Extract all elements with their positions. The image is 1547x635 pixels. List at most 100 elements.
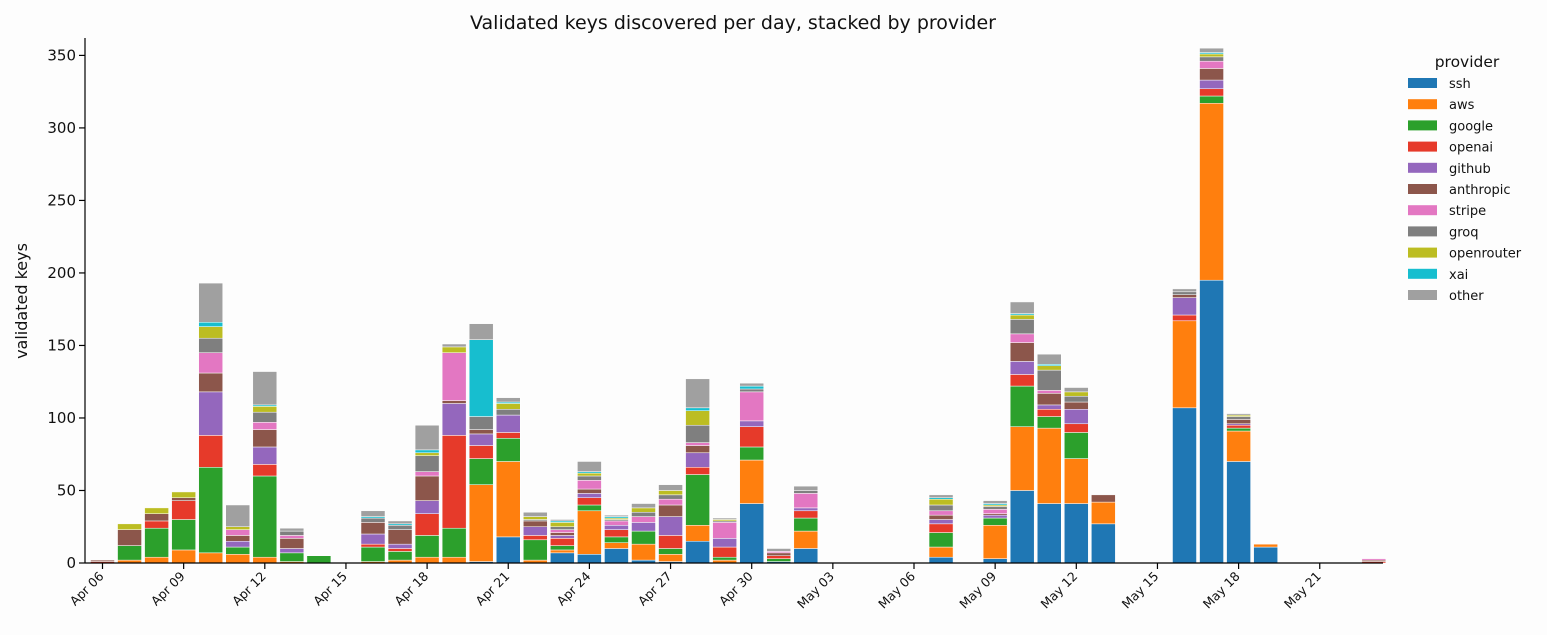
y-axis-label: validated keys [12,243,31,359]
bar-openrouter-22 [685,410,710,426]
bar-anthropic-4 [198,372,223,393]
bar-github-33 [982,514,1008,519]
bar-openai-36 [1064,423,1089,433]
bar-anthropic-21 [658,504,683,517]
bar-google-41 [1199,95,1224,104]
bar-stripe-47 [1361,558,1387,561]
bar-ssh-31 [928,556,954,564]
legend-title: provider [1435,53,1500,71]
bar-aws-21 [658,554,683,562]
bar-google-3 [171,519,196,551]
bar-aws-6 [252,556,278,564]
y-tick-label: 250 [47,191,76,209]
bar-github-19 [604,525,629,530]
bar-anthropic-25 [766,552,791,556]
bar-github-21 [658,516,683,536]
bar-google-36 [1064,432,1089,459]
bar-openai-25 [766,555,791,559]
bar-github-41 [1199,79,1224,90]
bar-stripe-24 [739,391,764,422]
y-tick-label: 350 [47,46,76,64]
bar-openai-4 [198,435,223,468]
bar-anthropic-35 [1037,393,1062,406]
bar-other-11 [387,520,413,525]
bar-google-16 [523,539,548,561]
legend-swatch-aws [1408,99,1437,110]
bar-aws-19 [604,542,629,549]
bar-ssh-26 [793,548,819,564]
bar-aws-33 [982,525,1008,559]
bar-other-4 [198,282,223,323]
bar-openrouter-1 [117,523,142,530]
bar-github-26 [793,507,819,512]
bar-google-35 [1037,416,1062,429]
bar-stripe-12 [414,471,440,477]
bar-google-42 [1226,427,1251,432]
bar-stripe-34 [1009,333,1035,343]
bar-ssh-24 [739,503,764,564]
bar-stripe-22 [685,442,710,446]
bar-openai-34 [1009,374,1035,387]
legend-swatch-groq [1408,226,1437,237]
bar-groq-12 [414,455,440,472]
bar-aws-3 [171,549,196,564]
bar-github-10 [360,533,386,545]
bar-google-4 [198,467,223,554]
bar-google-34 [1009,385,1035,427]
bar-google-33 [982,517,1008,526]
legend-label-github: github [1449,162,1491,177]
bar-openrouter-41 [1199,53,1224,58]
bar-groq-26 [793,490,819,494]
bar-groq-17 [550,526,575,530]
bar-ssh-15 [496,536,521,564]
legend-swatch-anthropic [1408,184,1437,194]
bar-anthropic-5 [225,535,250,542]
bar-ssh-43 [1253,546,1278,564]
legend-label-xai: xai [1449,268,1468,283]
bar-google-15 [496,438,521,462]
bar-aws-43 [1253,543,1278,548]
bar-github-18 [577,493,602,498]
bar-xai-14 [468,339,494,417]
bar-openrouter-6 [252,406,278,413]
bar-google-18 [577,504,602,512]
bar-openai-17 [550,538,575,546]
bar-other-7 [279,527,305,532]
bar-stripe-35 [1037,390,1062,394]
bar-other-42 [1226,413,1251,416]
bar-aws-15 [496,461,521,538]
bar-aws-41 [1199,103,1224,281]
bar-anthropic-17 [550,532,575,536]
legend-label-other: other [1449,289,1484,304]
bar-anthropic-3 [171,497,196,501]
bar-openrouter-12 [414,452,440,456]
bar-other-40 [1172,288,1197,293]
bar-openrouter-34 [1009,314,1035,320]
bar-openai-23 [712,546,737,558]
bar-openai-21 [658,535,683,549]
bar-openrouter-16 [523,516,548,520]
y-tick-label: 150 [47,336,76,354]
legend-swatch-google [1408,120,1437,131]
bar-other-33 [982,500,1008,504]
bar-other-15 [496,397,521,403]
bar-aws-2 [144,556,169,564]
bar-openrouter-13 [441,346,467,353]
bar-stripe-23 [712,522,737,539]
bar-openrouter-21 [658,490,683,496]
bar-other-34 [1009,301,1035,314]
bar-github-23 [712,538,737,548]
bar-groq-33 [982,506,1008,510]
bar-other-12 [414,424,440,451]
bar-anthropic-31 [928,514,954,520]
bar-openai-42 [1226,424,1251,429]
bar-other-26 [793,485,819,491]
bar-openai-31 [928,523,954,533]
bar-google-31 [928,532,954,548]
bar-other-17 [550,519,575,522]
bar-anthropic-16 [523,520,548,527]
bar-stripe-5 [225,529,250,536]
bar-aws-12 [414,556,440,564]
bar-other-20 [631,503,656,509]
